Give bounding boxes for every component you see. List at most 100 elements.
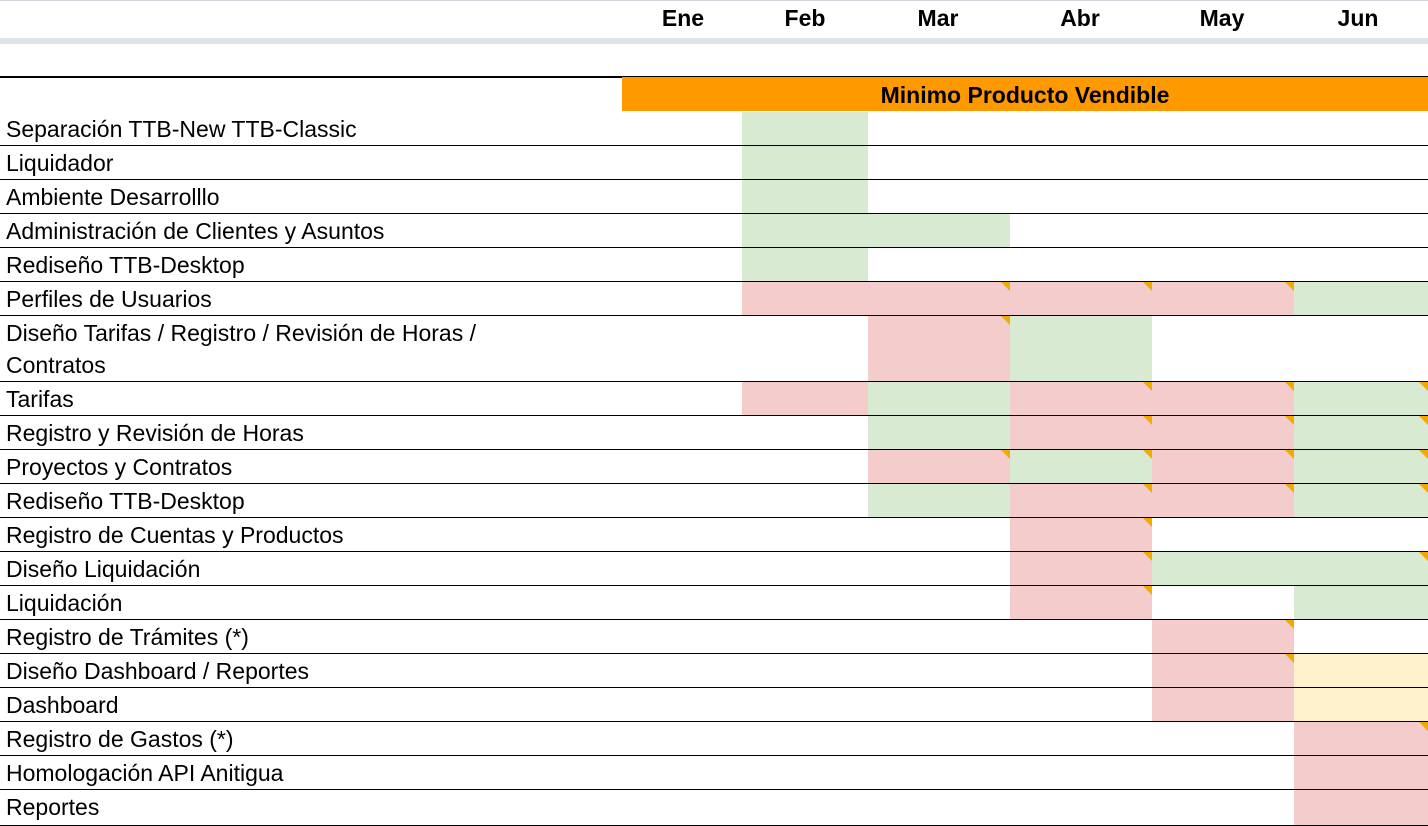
row-divider xyxy=(0,414,1428,416)
table-row: Registro y Revisión de Horas xyxy=(0,416,1428,450)
table-row: Tarifas xyxy=(0,382,1428,416)
timeline-cell-abr xyxy=(1010,586,1152,620)
task-label: Registro de Gastos (*) xyxy=(6,726,234,752)
timeline-cell-feb xyxy=(742,248,868,282)
row-divider xyxy=(0,516,1428,518)
month-header: Ene Feb Mar Abr May Jun xyxy=(0,0,1428,38)
timeline-cell-jun xyxy=(1294,688,1428,722)
timeline-cell-abr xyxy=(1010,518,1152,552)
timeline-cell-mar xyxy=(868,382,1010,416)
table-row: Registro de Gastos (*) xyxy=(0,722,1428,756)
timeline-cell-jun xyxy=(1294,416,1428,450)
timeline-cell-may xyxy=(1152,620,1294,654)
timeline-cell-jun xyxy=(1294,586,1428,620)
table-row: Homologación API Anitigua xyxy=(0,756,1428,790)
row-divider xyxy=(0,618,1428,620)
timeline-cell-jun xyxy=(1294,654,1428,688)
table-row: Perfiles de Usuarios xyxy=(0,282,1428,316)
timeline-cell-abr xyxy=(1010,382,1152,416)
timeline-cell-mar xyxy=(868,316,1010,382)
month-header-abr: Abr xyxy=(1060,5,1100,31)
timeline-cell-jun xyxy=(1294,382,1428,416)
task-label: Rediseño TTB-Desktop xyxy=(6,488,245,514)
task-label: Registro de Trámites (*) xyxy=(6,624,249,650)
task-label: Perfiles de Usuarios xyxy=(6,286,212,312)
timeline-cell-may xyxy=(1152,552,1294,586)
table-row: Registro de Cuentas y Productos xyxy=(0,518,1428,552)
row-divider xyxy=(0,448,1428,450)
table-row: Ambiente Desarrolllo xyxy=(0,180,1428,214)
timeline-cell-mar xyxy=(868,484,1010,518)
table-row: Diseño Dashboard / Reportes xyxy=(0,654,1428,688)
timeline-cell-may xyxy=(1152,382,1294,416)
timeline-cell-mar xyxy=(868,282,1010,316)
timeline-cell-mar xyxy=(868,416,1010,450)
row-divider xyxy=(0,754,1428,756)
phase-banner: Minimo Producto Vendible xyxy=(622,77,1428,111)
row-divider xyxy=(0,144,1428,146)
task-label: Registro de Cuentas y Productos xyxy=(6,522,344,548)
table-row: Liquidador xyxy=(0,146,1428,180)
table-row: Registro de Trámites (*) xyxy=(0,620,1428,654)
task-label: Registro y Revisión de Horas xyxy=(6,420,304,446)
timeline-cell-may xyxy=(1152,688,1294,722)
header-divider xyxy=(0,38,1428,44)
table-row: Rediseño TTB-Desktop xyxy=(0,248,1428,282)
row-divider xyxy=(0,720,1428,722)
task-label: Diseño Tarifas / Registro / Revisión de … xyxy=(6,320,476,378)
table-row: Administración de Clientes y Asuntos xyxy=(0,214,1428,248)
task-label: Liquidación xyxy=(6,590,123,616)
table-row: Rediseño TTB-Desktop xyxy=(0,484,1428,518)
row-divider xyxy=(0,824,1428,826)
month-header-may: May xyxy=(1199,5,1245,31)
row-divider xyxy=(0,584,1428,586)
row-divider xyxy=(0,788,1428,790)
row-divider xyxy=(0,652,1428,654)
timeline-cell-abr xyxy=(1010,450,1152,484)
timeline-cell-abr xyxy=(1010,416,1152,450)
timeline-cell-jun xyxy=(1294,450,1428,484)
timeline-cell-abr xyxy=(1010,282,1152,316)
row-divider xyxy=(0,212,1428,214)
month-header-mar: Mar xyxy=(917,5,959,31)
table-row: Diseño Liquidación xyxy=(0,552,1428,586)
table-row: Reportes xyxy=(0,790,1428,826)
row-divider xyxy=(0,380,1428,382)
task-label: Tarifas xyxy=(6,386,74,412)
row-divider xyxy=(0,178,1428,180)
task-label: Diseño Dashboard / Reportes xyxy=(6,658,309,684)
task-label: Liquidador xyxy=(6,150,114,176)
timeline-cell-abr xyxy=(1010,316,1152,382)
timeline-cell-jun xyxy=(1294,756,1428,790)
timeline-cell-abr xyxy=(1010,484,1152,518)
month-header-ene: Ene xyxy=(661,5,705,31)
timeline-cell-may xyxy=(1152,484,1294,518)
timeline-cell-mar xyxy=(868,450,1010,484)
row-divider xyxy=(0,686,1428,688)
timeline-cell-jun xyxy=(1294,282,1428,316)
table-row: Liquidación xyxy=(0,586,1428,620)
timeline-cell-feb xyxy=(742,282,868,316)
month-header-feb: Feb xyxy=(784,5,826,31)
table-row: Dashboard xyxy=(0,688,1428,722)
table-row: Separación TTB-New TTB-Classic xyxy=(0,112,1428,146)
row-divider xyxy=(0,314,1428,316)
table-row: Proyectos y Contratos xyxy=(0,450,1428,484)
timeline-cell-may xyxy=(1152,450,1294,484)
timeline-cell-abr xyxy=(1010,552,1152,586)
row-divider xyxy=(0,246,1428,248)
task-label: Administración de Clientes y Asuntos xyxy=(6,218,385,244)
timeline-cell-jun xyxy=(1294,552,1428,586)
row-divider xyxy=(0,482,1428,484)
timeline-cell-jun xyxy=(1294,722,1428,756)
table-row: Diseño Tarifas / Registro / Revisión de … xyxy=(0,316,1428,382)
task-label: Rediseño TTB-Desktop xyxy=(6,252,245,278)
timeline-cell-feb xyxy=(742,180,868,214)
timeline-cell-feb xyxy=(742,146,868,180)
row-divider xyxy=(0,550,1428,552)
timeline-cell-may xyxy=(1152,654,1294,688)
task-label: Dashboard xyxy=(6,692,119,718)
row-divider xyxy=(0,280,1428,282)
timeline-cell-feb xyxy=(742,214,868,248)
timeline-cell-may xyxy=(1152,282,1294,316)
